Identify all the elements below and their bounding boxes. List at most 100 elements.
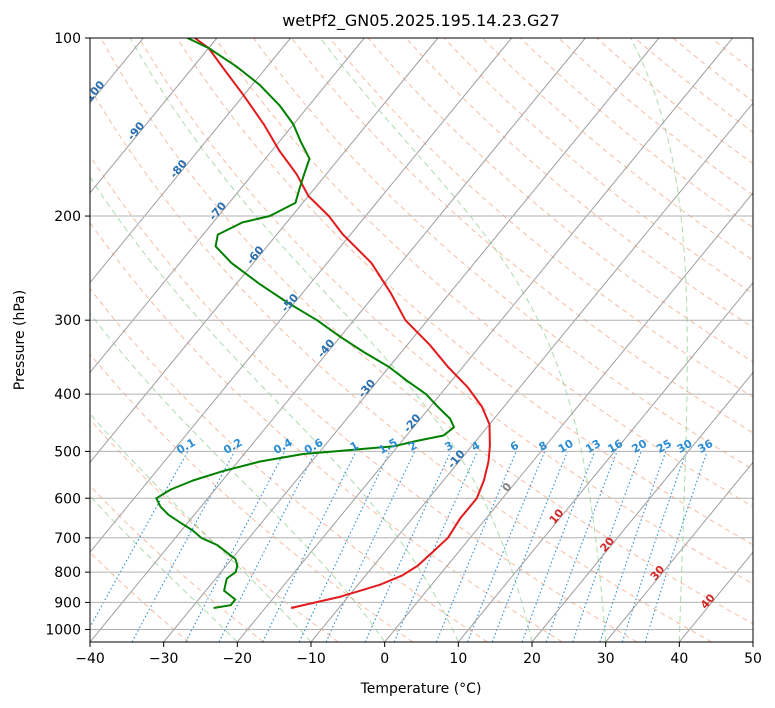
dry-adiabat [90, 287, 488, 642]
dry-adiabat [90, 419, 339, 642]
y-tick-label: 900 [54, 595, 81, 611]
isotherm [90, 38, 439, 464]
mixing-ratio-line [644, 451, 708, 642]
moist-adiabat [630, 38, 688, 642]
y-tick-label: 400 [54, 387, 81, 403]
dry-adiabat [90, 484, 264, 642]
y-axis-label: Pressure (hPa) [12, 290, 28, 390]
mixing-ratio-line [131, 451, 236, 642]
isotherm-label: -50 [278, 291, 301, 315]
isotherm [384, 191, 753, 642]
mixing-ratio-line [218, 451, 316, 642]
x-tick-label: 0 [380, 651, 389, 667]
isotherm [236, 38, 733, 642]
mixing-ratio-label: 0.2 [221, 436, 244, 457]
mixing-ratio-label: 20 [630, 437, 650, 456]
dry-adiabat [710, 38, 753, 72]
isotherm [90, 38, 365, 374]
mixing-ratio-line [262, 451, 357, 642]
isotherm [678, 551, 753, 642]
x-tick-label: 30 [597, 651, 615, 667]
mixing-ratio-label: 0.1 [174, 436, 197, 457]
dry-adiabat [214, 38, 753, 508]
mixing-ratio-line [325, 451, 416, 642]
y-tick-label: 600 [54, 491, 81, 507]
mixing-ratio-line [466, 451, 546, 642]
mixing-ratio-line [521, 451, 596, 642]
dry-adiabat [405, 38, 753, 329]
isotherm [531, 371, 753, 642]
dry-adiabat [138, 38, 753, 585]
mixing-ratio-line [572, 451, 642, 642]
background-lines [0, 38, 753, 642]
moist-adiabat [90, 495, 238, 642]
dry-adiabat [252, 38, 753, 470]
dry-adiabat [90, 551, 190, 642]
y-tick-label: 1000 [45, 622, 81, 638]
isotherm-label: -90 [125, 119, 148, 143]
mixing-ratio-label: 25 [654, 437, 674, 456]
x-tick-label: −40 [75, 651, 105, 667]
isotherm [163, 38, 660, 642]
dry-adiabat [558, 38, 753, 196]
mixing-ratio-line [599, 451, 667, 642]
mixing-ratio-line [185, 451, 286, 642]
dry-adiabat [520, 38, 753, 229]
y-tick-label: 800 [54, 565, 81, 581]
isotherm [0, 38, 70, 642]
isotherm-label: -30 [356, 377, 379, 401]
mixing-ratio-label: 1.5 [376, 436, 399, 457]
moist-adiabat [319, 38, 607, 642]
isotherm [605, 461, 753, 642]
isotherm-label: 40 [698, 591, 718, 611]
profile-line [194, 38, 491, 609]
mixing-ratio-line [90, 451, 189, 629]
moist-adiabat [90, 176, 459, 642]
dry-adiabat [443, 38, 753, 295]
isotherm [457, 281, 753, 642]
profile-line [155, 38, 455, 609]
isotherm [90, 38, 291, 284]
isotherm-label: 10 [547, 506, 567, 526]
y-tick-label: 500 [54, 444, 81, 460]
isotherm-label: -100 [80, 78, 108, 108]
mixing-ratio-line [393, 451, 478, 642]
y-tick-label: 100 [54, 31, 81, 47]
dry-adiabat [176, 38, 753, 546]
isotherm-label: -20 [401, 411, 424, 435]
mixing-ratio-label: 10 [556, 437, 576, 456]
x-tick-label: 50 [744, 651, 762, 667]
plot-frame [89, 37, 754, 643]
axis-ticks: −40 −30 −20 −10 0 10 20 30 40 5010009008007006005… [45, 31, 762, 667]
profile-series [155, 38, 491, 609]
dry-adiabat [90, 87, 712, 642]
mixing-ratio-label: 0.6 [302, 436, 326, 457]
moist-adiabat [90, 312, 386, 642]
dry-adiabat [329, 38, 753, 398]
x-tick-label: 20 [523, 651, 541, 667]
isotherm-label: -80 [167, 157, 190, 181]
mixing-ratio-line [298, 451, 391, 642]
chart-title: wetPf2_GN05.2025.195.14.23.G27 [282, 11, 560, 31]
isotherm [752, 641, 753, 642]
mixing-ratio-label: 13 [583, 437, 603, 456]
x-tick-label: 40 [670, 651, 688, 667]
x-tick-label: −20 [223, 651, 253, 667]
moist-adiabat [129, 38, 533, 642]
dry-adiabat [634, 38, 753, 133]
isotherm [90, 38, 218, 194]
isotherm-label: -70 [206, 199, 229, 223]
dry-adiabat [90, 221, 563, 642]
mixing-ratio-label: 30 [675, 437, 695, 456]
mixing-ratio-line [435, 451, 517, 642]
y-tick-label: 300 [54, 313, 81, 329]
isotherm-label: -40 [315, 336, 338, 360]
isotherm-label: 0 [500, 480, 515, 494]
dry-adiabat [672, 38, 753, 102]
mixing-ratio-label: 16 [605, 437, 625, 456]
dry-adiabat [90, 353, 414, 642]
isotherm [90, 38, 512, 553]
mixing-ratio-label: 0.4 [271, 436, 295, 457]
x-tick-label: −30 [149, 651, 179, 667]
